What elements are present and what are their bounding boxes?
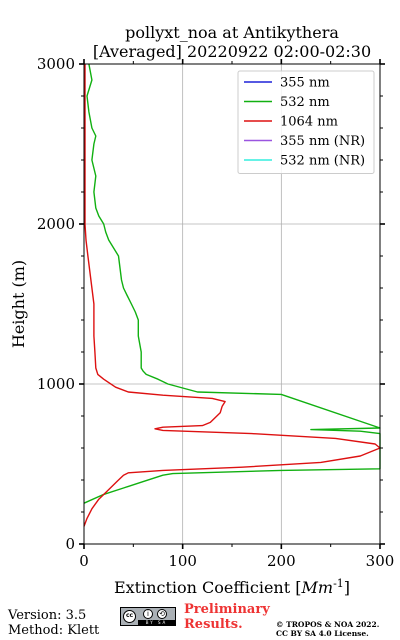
legend-label: 532 nm (NR) [280,154,365,169]
copyright-line2: CC BY SA 4.0 License. [276,629,369,638]
legend: 355 nm 532 nm 1064 nm 355 nm (NR) 532 nm (NR… [237,70,375,174]
extinction-profile-chart: pollyxt_noa at Antikythera [Averaged] 20… [9,23,395,597]
axis-ticks [79,59,385,549]
chart-title-line1: pollyxt_noa at Antikythera [125,23,339,42]
copyright-line1: © TROPOS & NOA 2022. [276,620,380,629]
cc-license-badge: cc i ⟲ BY SA [120,607,176,626]
legend-label: 532 nm [280,95,330,110]
legend-box [237,70,375,174]
attribution-icon: i [143,609,153,619]
preliminary-line1: Preliminary [184,602,270,617]
legend-label: 355 nm (NR) [280,134,365,149]
legend-label: 355 nm [280,76,330,91]
y-tick-label: 0 [65,535,75,553]
series-line-2 [83,64,381,527]
x-tick-label: 300 [366,552,395,570]
preliminary-line2: Results. [184,617,243,632]
x-tick-label: 200 [267,552,296,570]
method-text: Method: Klett [8,623,100,638]
cc-icon: cc [123,610,136,623]
copyright-notice: © TROPOS & NOA 2022. CC BY SA 4.0 Licens… [276,620,379,638]
license-strip: BY SA [138,620,175,625]
y-axis-label: Height (m) [9,260,28,348]
share-alike-icon: ⟲ [157,609,167,619]
y-tick-label: 1000 [37,375,75,393]
y-tick-label: 2000 [37,215,75,233]
x-tick-label: 100 [168,552,197,570]
preliminary-notice: Preliminary Results. [184,602,270,632]
version-text: Version: 3.5 [8,608,87,623]
chart-title-line2: [Averaged] 20220922 02:00-02:30 [93,42,371,61]
legend-label: 1064 nm [280,115,338,130]
x-tick-label: 0 [79,552,89,570]
x-axis-label: Extinction Coefficient [Mm-1] [114,577,350,597]
y-tick-label: 3000 [37,55,75,73]
